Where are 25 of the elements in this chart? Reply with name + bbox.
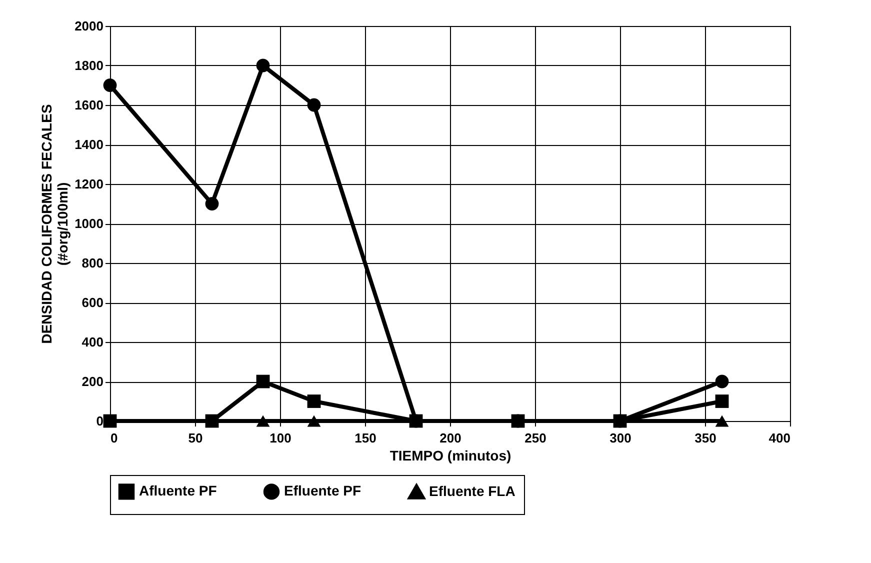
x-tick-label: 350	[694, 430, 716, 446]
y-axis-title: DENSIDAD COLIFORMES FECALES (#org/100ml)	[38, 104, 71, 344]
x-tick-label: 250	[524, 430, 546, 446]
y-tick-label: 2000	[74, 18, 104, 34]
x-tick-label: 200	[440, 430, 462, 446]
x-tick-label: 150	[354, 430, 376, 446]
y-tick-label: 1000	[74, 216, 104, 231]
legend-label: Efluente PF	[284, 482, 362, 499]
y-tick-label: 600	[82, 295, 104, 310]
y-tick-label: 400	[82, 334, 104, 350]
y-tick-label: 0	[96, 414, 104, 428]
y-tick-label: 1400	[74, 137, 104, 152]
y-tick-label: 800	[82, 256, 104, 270]
x-tick-label: 50	[188, 430, 203, 446]
x-tick-label: 400	[768, 430, 790, 446]
legend-label: Afluente PF	[139, 482, 218, 499]
y-tick-label: 1200	[74, 176, 104, 192]
x-tick-label: 100	[270, 430, 292, 446]
x-axis-title: TIEMPO (minutos)	[390, 448, 512, 464]
y-tick-label: 1800	[74, 58, 104, 73]
x-tick-label: 300	[610, 430, 632, 446]
legend-label: Efluente FLA	[429, 483, 516, 500]
x-tick-label: 0	[110, 430, 118, 446]
y-tick-label: 1600	[74, 98, 104, 112]
y-tick-label: 200	[82, 374, 104, 389]
